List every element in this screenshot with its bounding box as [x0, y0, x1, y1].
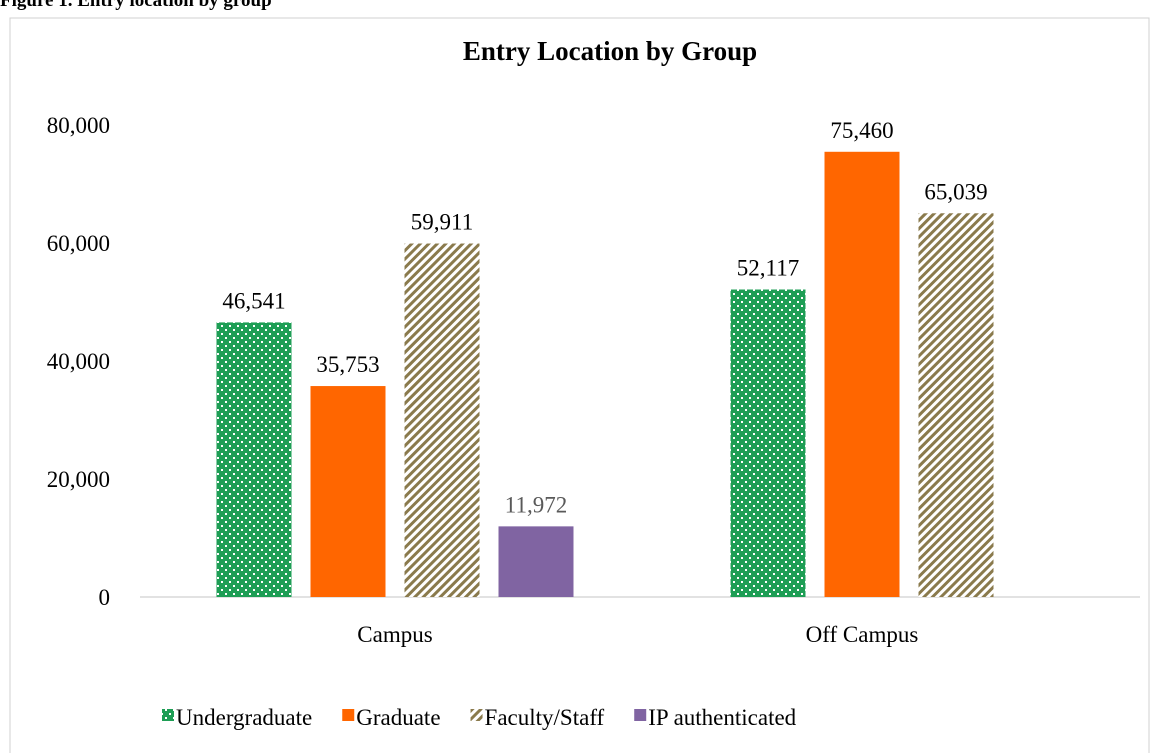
legend-label: Graduate [356, 705, 440, 730]
bar [498, 526, 574, 597]
legend-swatch [342, 709, 355, 721]
legend-label: Faculty/Staff [485, 705, 605, 730]
bar [310, 386, 386, 597]
y-tick-label: 20,000 [47, 467, 110, 492]
y-tick-label: 80,000 [47, 113, 110, 138]
bar [404, 243, 480, 598]
data-label: 46,541 [222, 288, 285, 313]
data-label: 65,039 [924, 179, 987, 204]
data-label: 52,117 [737, 256, 799, 281]
y-tick-label: 60,000 [47, 231, 110, 256]
caption: Figure 1. Entry location by group [0, 0, 272, 11]
bar [730, 289, 806, 597]
chart-frame [9, 17, 1150, 753]
legend-label: IP authenticated [648, 705, 796, 730]
data-label: 75,460 [830, 118, 893, 143]
data-label: 59,911 [411, 210, 473, 235]
legend-swatch [470, 709, 483, 721]
legend-label: Undergraduate [176, 705, 312, 730]
chart-title: Entry Location by Group [463, 36, 757, 66]
data-label: 11,972 [505, 492, 567, 517]
bar [918, 213, 994, 597]
legend-swatch [162, 709, 174, 721]
legend-swatch [634, 709, 647, 721]
x-tick-label: Campus [357, 622, 432, 647]
y-tick-label: 40,000 [47, 349, 110, 374]
bar [216, 322, 292, 597]
y-tick-label: 0 [99, 585, 111, 610]
bar [824, 151, 900, 597]
x-tick-label: Off Campus [806, 622, 919, 647]
data-label: 35,753 [316, 352, 379, 377]
